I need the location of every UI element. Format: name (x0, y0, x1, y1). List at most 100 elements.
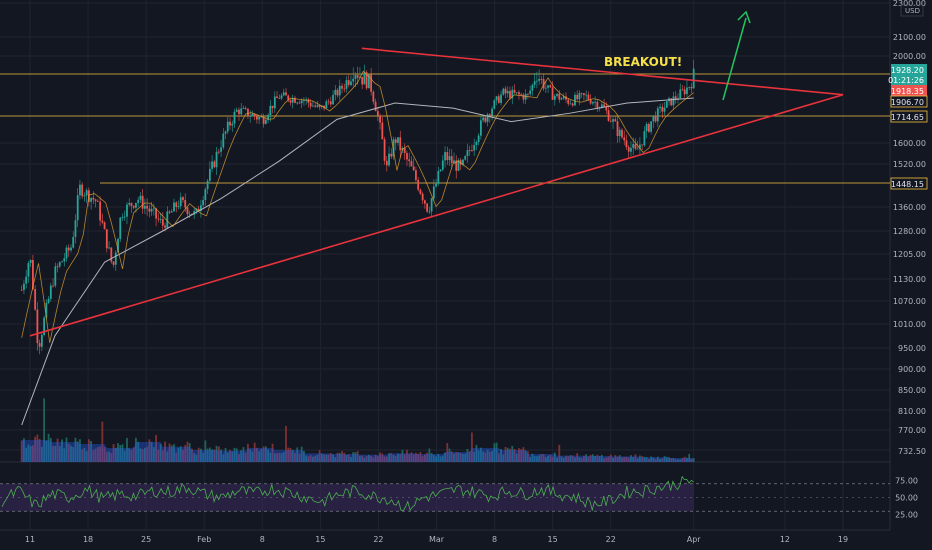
price-tick-2100.00: 2100.00 (893, 33, 926, 42)
volume-bar (410, 452, 413, 462)
trendline-lower (29, 93, 844, 337)
candle-body (94, 199, 97, 202)
volume-bar (126, 438, 128, 462)
candle-body (258, 116, 261, 120)
volume-bar (309, 455, 312, 462)
volume-bar (569, 455, 572, 462)
volume-bar (108, 451, 110, 462)
volume-bar (76, 441, 79, 462)
time-tick-Mar: Mar (429, 535, 445, 544)
price-tag-box (890, 177, 928, 190)
price-axis[interactable]: 2300.00 2100.00 2000.00 1600.00 1520.00 1360.… (893, 0, 926, 520)
candle-body (224, 131, 227, 134)
volume-bar (251, 451, 254, 462)
volume-bar (143, 447, 146, 462)
volume-bar (659, 459, 661, 462)
volume-bar (500, 448, 502, 462)
candle-body (143, 205, 146, 209)
time-tick-22: 22 (373, 535, 383, 544)
volume-bar (40, 446, 43, 462)
volume-bar (54, 445, 57, 462)
volume-bar (520, 449, 523, 462)
volume-bar (157, 449, 160, 462)
volume-bar (471, 432, 473, 462)
volume-bar (527, 451, 529, 462)
volume-bar (314, 455, 317, 462)
candle-body (656, 108, 659, 122)
candle-body (296, 102, 299, 104)
candle-body (397, 137, 399, 143)
candle-body (222, 133, 225, 148)
volume-bar (128, 448, 131, 462)
candle-body (285, 92, 287, 96)
candle-body (661, 106, 664, 112)
candle-body (643, 131, 646, 146)
volume-bar (643, 456, 646, 462)
candle-body (509, 90, 511, 99)
candle-body (121, 217, 124, 219)
volume-bar (352, 452, 355, 462)
volume-bar (661, 458, 664, 462)
volume-bar (415, 452, 417, 462)
price-tick-810.00: 810.00 (898, 407, 926, 416)
volume-bar (130, 449, 133, 462)
candle-body (374, 101, 377, 112)
volume-bar (67, 443, 70, 462)
candle-body (112, 261, 115, 265)
volume-bar (58, 446, 61, 462)
candle-body (103, 222, 106, 230)
volume-bar (244, 452, 247, 462)
volume-bar (650, 456, 653, 462)
candle-body (686, 87, 688, 95)
candle-body (571, 103, 574, 106)
volume-bar (609, 454, 612, 462)
volume-bar (484, 452, 487, 462)
time-tick-Apr: Apr (687, 535, 702, 544)
volume-bar (444, 452, 446, 462)
candle-body (672, 96, 675, 106)
candle-body (311, 105, 314, 107)
candle-body (298, 102, 301, 104)
volume-bar (641, 456, 644, 462)
candle-body (175, 202, 178, 208)
volume-bar (692, 458, 695, 462)
volume-bar (336, 452, 339, 462)
volume-bar (197, 447, 200, 462)
time-axis[interactable]: 11 18 25 Feb 8 15 22 Mar 8 15 22 Apr 12 19 (25, 535, 848, 544)
volume-bar (504, 447, 507, 462)
candle-body (430, 198, 433, 212)
candle-body (164, 225, 166, 228)
volume-bar (457, 452, 460, 462)
candle-body (511, 89, 514, 99)
volume-bar (518, 448, 520, 462)
volume-bar (289, 448, 292, 462)
candle-body (117, 238, 119, 253)
volume-bar (473, 451, 476, 462)
volume-bar (477, 450, 480, 462)
volume-bar (249, 449, 252, 462)
candle-body (645, 123, 648, 132)
candle-body (67, 247, 70, 251)
candle-body (466, 150, 469, 157)
candle-body (193, 210, 196, 215)
volume-bar (529, 457, 532, 462)
volume-bar (90, 441, 93, 462)
volume-bar (614, 455, 617, 462)
price-tag-1928.20: 1928.20 (891, 66, 924, 75)
candle-body (479, 120, 482, 136)
candle-body (614, 119, 617, 122)
volume-bar (291, 450, 294, 462)
candle-body (356, 75, 359, 78)
candle-body (495, 96, 498, 101)
volume-bar (235, 448, 238, 462)
volume-bar (191, 448, 193, 462)
rsi-tick-75.00: 75.00 (895, 476, 918, 485)
volume-bar (560, 456, 563, 462)
volume-bar (170, 445, 173, 462)
volume-bar (285, 425, 287, 462)
candle-body (81, 184, 84, 197)
volume-bar (419, 452, 422, 462)
candle-body (383, 139, 386, 161)
candle-body (621, 129, 623, 138)
